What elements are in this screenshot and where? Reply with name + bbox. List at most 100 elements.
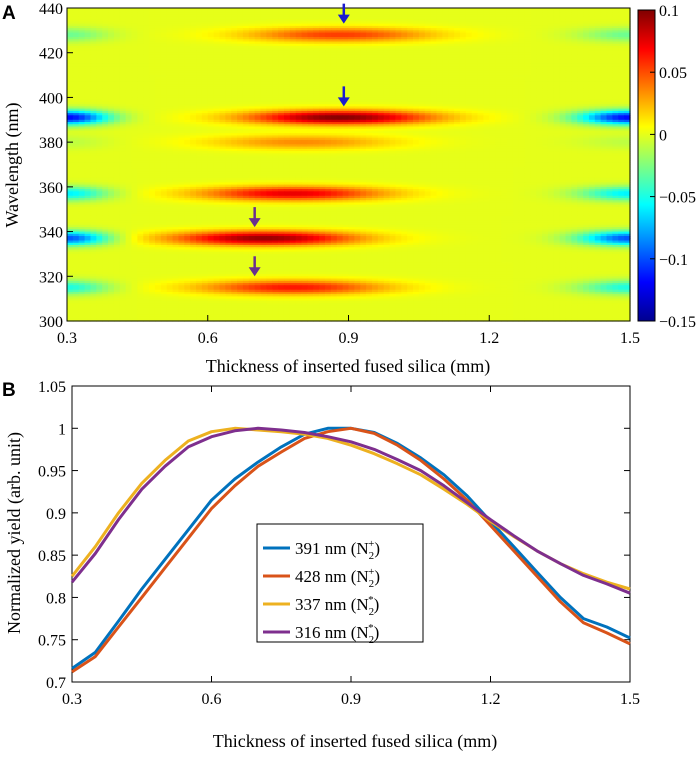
heatmap-cell	[113, 12, 121, 16]
heatmap-cell	[588, 86, 596, 90]
heatmap-cell	[248, 30, 256, 34]
heatmap-cell	[530, 30, 537, 34]
heatmap-cell	[465, 43, 473, 47]
heatmap-cell	[389, 10, 397, 14]
heatmap-cell	[336, 92, 344, 96]
heatmap-cell	[413, 81, 420, 85]
heatmap-cell	[108, 70, 115, 74]
heatmap-cell	[377, 81, 385, 85]
heatmap-cell	[459, 43, 467, 47]
heatmap-cell	[366, 23, 373, 27]
heatmap-cell	[424, 41, 432, 45]
heatmap-cell	[301, 92, 309, 96]
heatmap-cell	[196, 86, 203, 90]
heatmap-cell	[219, 16, 226, 20]
heatmap-cell	[553, 50, 561, 54]
heatmap-cell	[254, 16, 262, 20]
heatmap-cell	[371, 88, 379, 92]
heatmap-cell	[612, 30, 619, 34]
heatmap-cell	[407, 108, 414, 112]
heatmap-cell	[254, 86, 262, 90]
heatmap-cell	[606, 77, 613, 81]
heatmap-cell	[231, 19, 238, 23]
heatmap-cell	[360, 108, 367, 112]
heatmap-cell	[348, 84, 355, 87]
heatmap-cell	[389, 12, 397, 16]
heatmap-cell	[78, 23, 86, 27]
heatmap-cell	[571, 88, 578, 92]
heatmap-cell	[506, 95, 514, 99]
heatmap-cell	[108, 97, 115, 101]
heatmap-cell	[125, 50, 133, 54]
heatmap-cell	[84, 88, 92, 92]
heatmap-cell	[172, 34, 180, 38]
heatmap-cell	[248, 110, 256, 114]
heatmap-cell	[500, 79, 508, 83]
heatmap-cell	[371, 43, 379, 47]
heatmap-cell	[360, 101, 367, 105]
heatmap-cell	[553, 21, 561, 25]
heatmap-cell	[283, 88, 291, 92]
heatmap-cell	[547, 54, 555, 58]
heatmap-cell	[278, 97, 285, 101]
heatmap-cell	[553, 57, 561, 61]
heatmap-cell	[225, 61, 232, 65]
heatmap-cell	[377, 23, 385, 27]
heatmap-cell	[160, 108, 168, 112]
heatmap-cell	[225, 95, 232, 99]
heatmap-cell	[283, 72, 291, 76]
heatmap-cell	[90, 79, 97, 83]
heatmap-cell	[84, 34, 92, 38]
heatmap-cell	[495, 104, 502, 107]
heatmap-cell	[319, 30, 326, 34]
heatmap-cell	[588, 10, 596, 14]
heatmap-cell	[448, 34, 455, 38]
heatmap-cell	[354, 25, 361, 29]
heatmap-cell	[225, 43, 232, 47]
heatmap-cell	[301, 34, 309, 38]
heatmap-cell	[307, 110, 314, 114]
heatmap-cell	[213, 25, 221, 29]
heatmap-cell	[272, 10, 279, 14]
heatmap-cell	[278, 110, 285, 114]
heatmap-cell	[536, 25, 543, 29]
heatmap-cell	[248, 14, 256, 18]
heatmap-cell	[418, 99, 426, 103]
heatmap-cell	[524, 90, 531, 94]
heatmap-cell	[301, 32, 309, 36]
heatmap-cell	[465, 88, 473, 92]
heatmap-cell	[108, 21, 115, 25]
heatmap-cell	[307, 97, 314, 101]
heatmap-cell	[459, 39, 467, 43]
heatmap-cell	[207, 21, 215, 25]
heatmap-cell	[67, 88, 74, 92]
heatmap-cell	[190, 61, 197, 65]
heatmap-cell	[530, 54, 537, 58]
heatmap-cell	[418, 8, 426, 11]
heatmap-cell	[553, 43, 561, 47]
heatmap-cell	[506, 81, 514, 85]
heatmap-cell	[160, 84, 168, 87]
heatmap-cell	[301, 14, 309, 18]
heatmap-cell	[295, 48, 303, 52]
heatmap-cell	[325, 23, 332, 27]
heatmap-cell	[413, 63, 420, 67]
heatmap-cell	[430, 23, 438, 27]
heatmap-cell	[612, 66, 619, 69]
heatmap-cell	[594, 23, 602, 27]
heatmap-cell	[465, 77, 473, 81]
heatmap-cell	[325, 68, 332, 72]
heatmap-cell	[131, 34, 138, 38]
heatmap-cell	[213, 16, 221, 20]
heatmap-cell	[471, 88, 479, 92]
heatmap-cell	[600, 72, 608, 76]
heatmap-cell	[283, 101, 291, 105]
heatmap-cell	[113, 86, 121, 90]
heatmap-cell	[166, 10, 174, 14]
heatmap-cell	[348, 14, 355, 18]
heatmap-cell	[160, 28, 168, 31]
heatmap-cell	[577, 61, 584, 65]
heatmap-cell	[102, 68, 109, 72]
heatmap-cell	[225, 10, 232, 14]
heatmap-cell	[295, 72, 303, 76]
